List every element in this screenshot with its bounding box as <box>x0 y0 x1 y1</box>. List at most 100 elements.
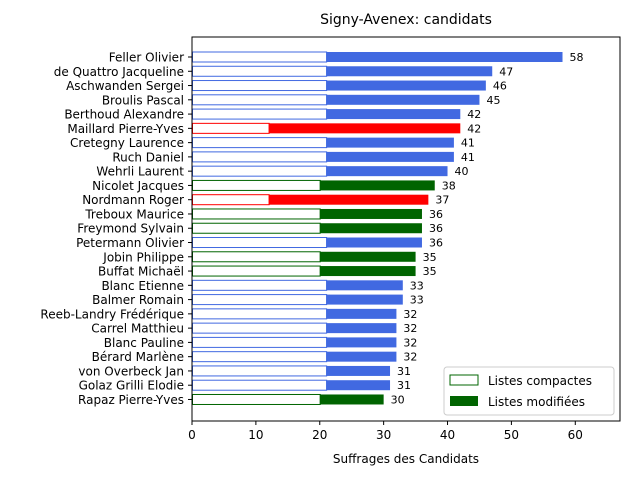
bar-modifiees <box>319 394 384 405</box>
bar-modifiees <box>326 237 422 248</box>
x-tick-label: 60 <box>568 428 583 442</box>
data-label: 32 <box>403 351 417 364</box>
category-label: Freymond Sylvain <box>77 222 184 236</box>
category-label: Blanc Pauline <box>104 336 184 350</box>
bar-compactes <box>192 251 321 263</box>
category-label: Rapaz Pierre-Yves <box>78 393 184 407</box>
category-label: Jobin Philippe <box>102 250 184 264</box>
data-label: 37 <box>435 194 449 207</box>
bar-compactes <box>192 137 328 149</box>
x-tick-label: 10 <box>248 428 263 442</box>
data-label: 32 <box>403 322 417 335</box>
category-label: Cretegny Laurence <box>70 136 184 150</box>
data-label: 33 <box>410 279 424 292</box>
category-label: Ruch Daniel <box>112 150 184 164</box>
x-axis-ticks: 0 10 20 30 40 50 60 <box>188 421 583 442</box>
data-label: 36 <box>429 222 443 235</box>
plot-area-frame <box>191 36 621 422</box>
category-label: Golaz Grilli Elodie <box>79 379 184 393</box>
bar-compactes <box>192 365 328 377</box>
bar-compactes <box>192 194 270 206</box>
bar-compactes <box>192 65 328 77</box>
category-label: Nordmann Roger <box>82 193 184 207</box>
bar-modifiees <box>326 308 397 319</box>
category-label: de Quattro Jacqueline <box>54 65 184 79</box>
bar-compactes <box>192 308 328 320</box>
x-axis-label: Suffrages des Candidats <box>333 452 479 466</box>
category-label: Wehrli Laurent <box>96 165 184 179</box>
x-tick-label: 20 <box>312 428 327 442</box>
data-label: 33 <box>410 294 424 307</box>
data-label: 42 <box>467 122 481 135</box>
bar-compactes <box>192 379 328 391</box>
bar-modifiees <box>319 251 416 262</box>
bar-compactes <box>192 265 321 277</box>
bar-compactes <box>192 208 321 220</box>
legend: Listes compactes Listes modifiées <box>443 366 615 416</box>
data-label: 35 <box>423 251 437 264</box>
category-label: Treboux Maurice <box>84 207 184 221</box>
category-label: Nicolet Jacques <box>92 179 184 193</box>
bar-compactes <box>192 294 328 306</box>
bar-modifiees <box>326 80 486 91</box>
bar-compactes <box>192 279 328 291</box>
bars-layer <box>192 51 563 405</box>
category-label: Blanc Etienne <box>101 279 184 293</box>
data-label: 41 <box>461 137 475 150</box>
bar-modifiees <box>326 94 480 105</box>
category-label: Maillard Pierre-Yves <box>67 122 184 136</box>
bar-modifiees <box>326 109 461 120</box>
data-label: 41 <box>461 151 475 164</box>
bar-modifiees <box>319 223 422 234</box>
bar-modifiees <box>326 166 448 177</box>
category-label: Balmer Romain <box>92 293 184 307</box>
bar-modifiees <box>326 337 397 348</box>
bar-compactes <box>192 351 328 363</box>
bar-compactes <box>192 222 321 234</box>
bar-modifiees <box>326 294 403 305</box>
data-label: 58 <box>570 51 584 64</box>
bar-compactes <box>192 122 270 134</box>
bar-compactes <box>192 336 328 348</box>
category-label: Petermann Olivier <box>76 236 184 250</box>
x-tick-label: 40 <box>440 428 455 442</box>
bar-modifiees <box>268 123 461 134</box>
x-tick-label: 0 <box>188 428 196 442</box>
data-label: 32 <box>403 336 417 349</box>
chart-title: Signy-Avenex: candidats <box>320 12 492 28</box>
x-tick-label: 50 <box>504 428 519 442</box>
category-label: Aschwanden Sergei <box>66 79 184 93</box>
bar-modifiees <box>326 380 391 391</box>
category-label: Feller Olivier <box>109 51 184 65</box>
data-label: 42 <box>467 108 481 121</box>
bar-compactes <box>192 51 328 63</box>
bar-compactes <box>192 165 328 177</box>
legend-label-modifiees: Listes modifiées <box>488 395 585 409</box>
legend-swatch-modifiees <box>450 396 478 406</box>
data-label: 40 <box>455 165 469 178</box>
data-label: 38 <box>442 179 456 192</box>
data-label: 35 <box>423 265 437 278</box>
data-label: 31 <box>397 365 411 378</box>
bar-compactes <box>192 80 328 92</box>
bar-compactes <box>192 322 328 334</box>
bar-modifiees <box>319 180 435 191</box>
category-label: Carrel Matthieu <box>91 322 184 336</box>
legend-label-compactes: Listes compactes <box>488 374 592 388</box>
bar-compactes <box>192 179 321 191</box>
data-label: 31 <box>397 379 411 392</box>
bar-modifiees <box>326 365 391 376</box>
bar-modifiees <box>326 137 454 148</box>
category-label: von Overbeck Jan <box>78 364 184 378</box>
bar-modifiees <box>326 66 493 77</box>
bar-modifiees <box>326 351 397 362</box>
data-label: 36 <box>429 208 443 221</box>
data-label: 32 <box>403 308 417 321</box>
legend-frame <box>443 366 615 416</box>
category-label: Buffat Michaël <box>98 265 184 279</box>
data-label: 47 <box>499 65 513 78</box>
bar-modifiees <box>326 280 403 291</box>
bar-compactes <box>192 393 321 405</box>
